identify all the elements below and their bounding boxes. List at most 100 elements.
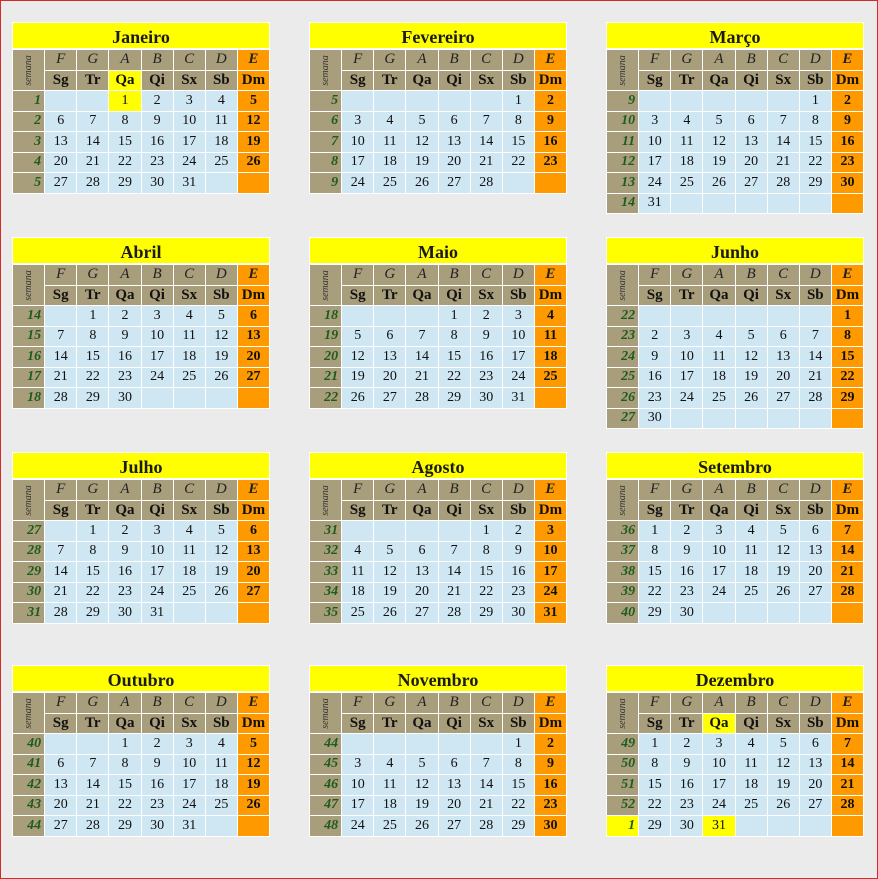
day-cell[interactable]: 10: [501, 325, 535, 347]
day-cell[interactable]: 29: [469, 602, 503, 624]
day-cell[interactable]: 19: [236, 774, 271, 796]
day-cell[interactable]: 5: [766, 733, 800, 755]
day-cell[interactable]: 2: [670, 733, 704, 755]
day-cell[interactable]: 10: [140, 325, 174, 347]
day-cell[interactable]: 5: [204, 305, 238, 327]
day-cell[interactable]: 9: [108, 540, 142, 562]
day-cell[interactable]: 28: [469, 815, 503, 837]
day-cell[interactable]: 30: [501, 602, 535, 624]
day-cell[interactable]: 2: [108, 520, 142, 542]
day-cell[interactable]: 21: [76, 794, 110, 816]
day-cell[interactable]: 26: [204, 581, 238, 603]
day-cell[interactable]: 30: [108, 387, 142, 409]
day-cell[interactable]: 3: [702, 520, 736, 542]
day-cell[interactable]: 18: [204, 774, 238, 796]
day-cell[interactable]: 14: [469, 131, 503, 153]
day-cell[interactable]: 11: [204, 110, 238, 132]
day-cell[interactable]: 4: [533, 305, 568, 327]
day-cell[interactable]: 22: [76, 581, 110, 603]
day-cell[interactable]: 30: [469, 387, 503, 409]
day-cell[interactable]: 10: [670, 346, 704, 368]
day-cell[interactable]: 19: [236, 131, 271, 153]
day-cell[interactable]: 5: [236, 90, 271, 112]
day-cell[interactable]: 12: [766, 540, 800, 562]
day-cell[interactable]: 9: [533, 753, 568, 775]
day-cell[interactable]: 12: [766, 753, 800, 775]
day-cell[interactable]: 21: [798, 366, 832, 388]
day-cell[interactable]: 3: [341, 753, 375, 775]
day-cell[interactable]: 17: [140, 561, 174, 583]
day-cell[interactable]: 20: [373, 366, 407, 388]
day-cell[interactable]: 21: [44, 366, 78, 388]
day-cell[interactable]: 11: [734, 540, 768, 562]
day-cell[interactable]: 30: [670, 602, 704, 624]
day-cell[interactable]: 8: [108, 110, 142, 132]
day-cell[interactable]: 28: [44, 387, 78, 409]
day-cell[interactable]: 23: [501, 581, 535, 603]
day-cell[interactable]: 23: [670, 794, 704, 816]
day-cell[interactable]: 27: [734, 172, 768, 194]
day-cell[interactable]: 1: [469, 520, 503, 542]
day-cell[interactable]: 19: [766, 561, 800, 583]
day-cell[interactable]: 13: [798, 753, 832, 775]
day-cell[interactable]: 14: [830, 753, 865, 775]
day-cell[interactable]: 21: [766, 151, 800, 173]
day-cell[interactable]: 18: [373, 794, 407, 816]
day-cell[interactable]: 21: [437, 581, 471, 603]
day-cell[interactable]: 17: [341, 794, 375, 816]
day-cell[interactable]: 4: [204, 733, 238, 755]
day-cell[interactable]: 3: [670, 325, 704, 347]
day-cell[interactable]: 10: [702, 753, 736, 775]
day-cell[interactable]: 11: [702, 346, 736, 368]
day-cell[interactable]: 22: [638, 794, 672, 816]
day-cell[interactable]: 12: [734, 346, 768, 368]
day-cell[interactable]: 3: [702, 733, 736, 755]
day-cell[interactable]: 7: [798, 325, 832, 347]
day-cell[interactable]: 15: [76, 561, 110, 583]
day-cell[interactable]: 1: [830, 305, 865, 327]
day-cell[interactable]: 15: [501, 774, 535, 796]
day-cell[interactable]: 11: [670, 131, 704, 153]
day-cell[interactable]: 17: [341, 151, 375, 173]
day-cell[interactable]: 20: [405, 581, 439, 603]
day-cell[interactable]: 26: [204, 366, 238, 388]
day-cell[interactable]: 11: [341, 561, 375, 583]
day-cell[interactable]: 26: [236, 151, 271, 173]
day-cell[interactable]: 26: [766, 794, 800, 816]
day-cell[interactable]: 27: [44, 172, 78, 194]
day-cell[interactable]: 30: [140, 172, 174, 194]
day-cell[interactable]: 18: [734, 561, 768, 583]
day-cell[interactable]: 6: [734, 110, 768, 132]
day-cell[interactable]: 25: [172, 366, 206, 388]
day-cell[interactable]: 10: [172, 753, 206, 775]
day-cell[interactable]: 6: [405, 540, 439, 562]
day-cell[interactable]: 5: [204, 520, 238, 542]
day-cell[interactable]: 11: [373, 774, 407, 796]
day-cell[interactable]: 4: [670, 110, 704, 132]
day-cell[interactable]: 8: [501, 110, 535, 132]
day-cell[interactable]: 24: [140, 366, 174, 388]
day-cell[interactable]: 15: [638, 561, 672, 583]
day-cell[interactable]: 3: [638, 110, 672, 132]
day-cell[interactable]: 28: [405, 387, 439, 409]
day-cell[interactable]: 24: [638, 172, 672, 194]
day-cell[interactable]: 19: [204, 561, 238, 583]
day-cell[interactable]: 14: [44, 346, 78, 368]
day-cell[interactable]: 13: [405, 561, 439, 583]
day-cell[interactable]: 2: [469, 305, 503, 327]
day-cell[interactable]: 8: [76, 325, 110, 347]
day-cell[interactable]: 13: [798, 540, 832, 562]
day-cell[interactable]: 13: [766, 346, 800, 368]
day-cell[interactable]: 1: [76, 520, 110, 542]
day-cell[interactable]: 18: [702, 366, 736, 388]
day-cell[interactable]: 21: [830, 774, 865, 796]
day-cell[interactable]: 8: [501, 753, 535, 775]
day-cell[interactable]: 11: [172, 325, 206, 347]
day-cell[interactable]: 7: [76, 110, 110, 132]
day-cell[interactable]: 25: [341, 602, 375, 624]
day-cell[interactable]: 22: [108, 151, 142, 173]
day-cell[interactable]: 21: [830, 561, 865, 583]
day-cell[interactable]: 8: [798, 110, 832, 132]
day-cell[interactable]: 26: [734, 387, 768, 409]
day-cell[interactable]: 3: [341, 110, 375, 132]
